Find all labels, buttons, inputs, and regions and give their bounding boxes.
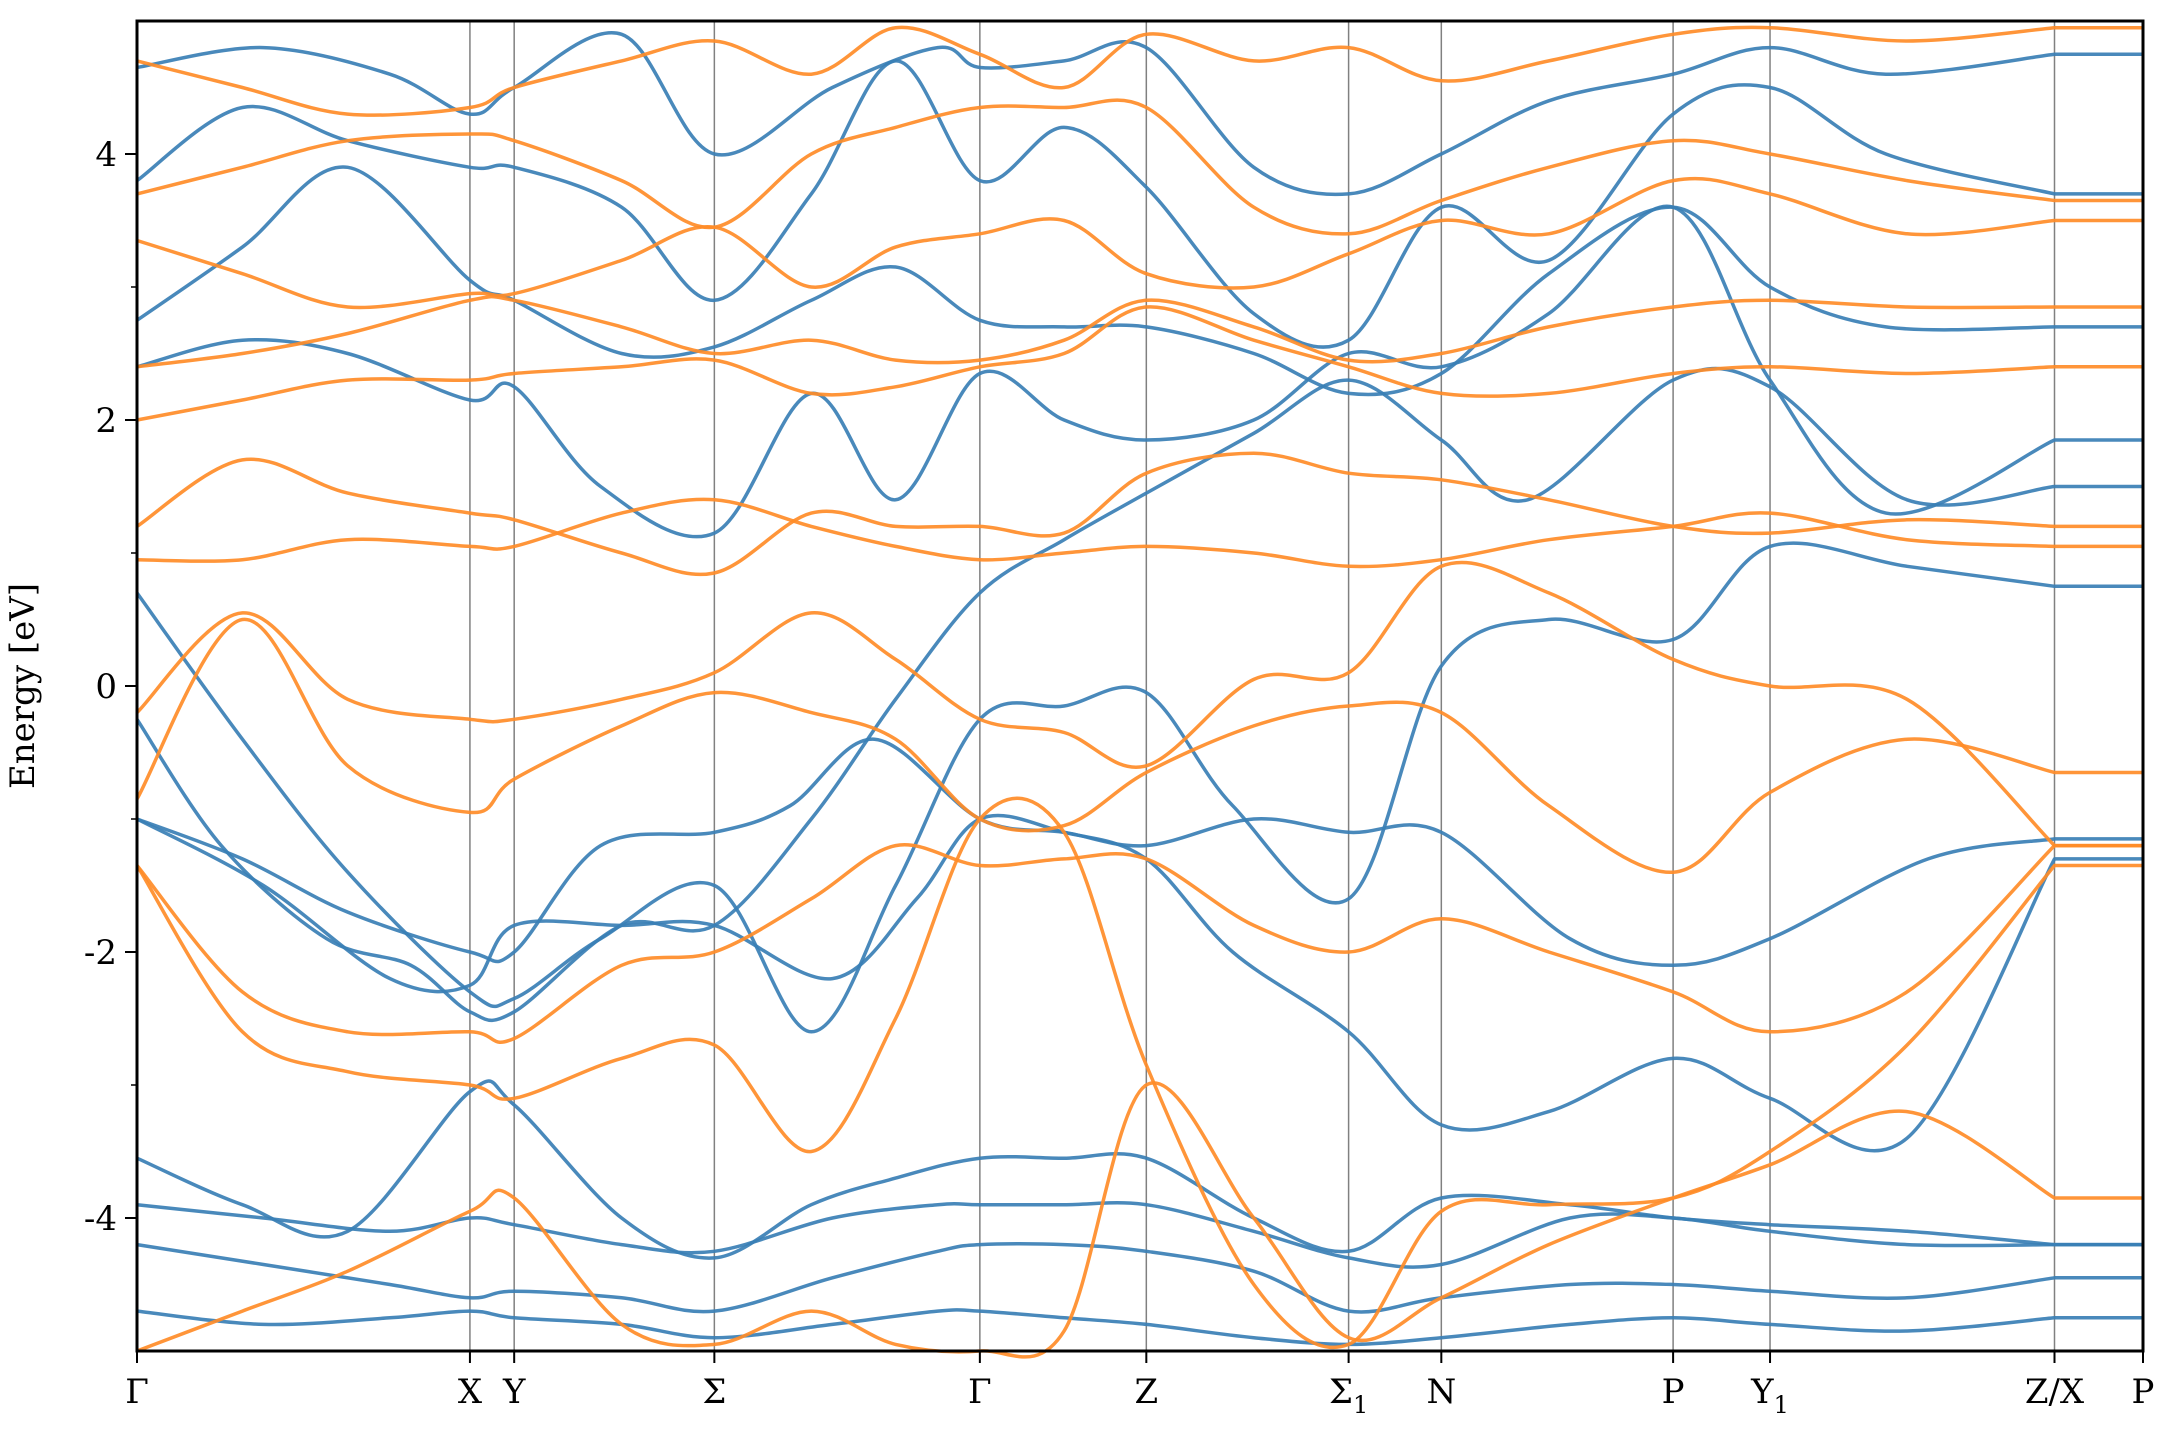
y-axis-ticks: 4 2 0 -2 -4 (84, 135, 137, 1239)
band-line-11 (136, 31, 2143, 197)
band-lines (135, 25, 2143, 1359)
band-line-1 (135, 366, 2143, 1022)
band-line-10 (135, 59, 2143, 349)
band-line-20 (136, 294, 2143, 369)
band-line-22 (136, 98, 2143, 236)
x-tick-label: Z/X (2025, 1372, 2085, 1412)
band-line-5 (136, 1201, 2143, 1269)
band-line-9 (136, 165, 2143, 397)
band-line-14 (135, 843, 2143, 1044)
x-tick-label: Σ (702, 1372, 726, 1412)
band-line-23 (136, 25, 2143, 117)
x-tick-label: Γ (968, 1372, 992, 1412)
y-tick-label: 0 (95, 667, 117, 707)
x-tick-label: Y (502, 1372, 526, 1412)
band-line-12 (135, 617, 2143, 874)
x-tick-label: Γ (125, 1372, 149, 1412)
band-line-21 (136, 176, 2143, 310)
band-line-16 (136, 1081, 2143, 1359)
y-tick-label: 2 (95, 401, 117, 441)
y-tick-label: -2 (84, 933, 117, 973)
x-tick-label: P (2132, 1372, 2155, 1412)
band-line-0 (135, 541, 2143, 1034)
x-tick-label: Σ1 (1329, 1372, 1368, 1419)
x-tick-label: N (1426, 1372, 1456, 1412)
x-tick-label: X (458, 1372, 483, 1412)
x-tick-label: Z (1135, 1372, 1159, 1412)
y-tick-label: -4 (84, 1199, 117, 1239)
band-line-13 (135, 560, 2143, 848)
band-line-6 (136, 1242, 2143, 1314)
band-line-8 (136, 204, 2143, 539)
x-tick-label: P (1662, 1372, 1685, 1412)
x-axis-ticks: Γ X Y Σ Γ Z Σ1 N P Y1 Z/X P (125, 1351, 2154, 1419)
band-line-18 (136, 451, 2143, 577)
band-line-19 (136, 305, 2143, 422)
band-line-17 (136, 497, 2143, 569)
band-line-7 (136, 1308, 2143, 1347)
high-symmetry-lines (469, 21, 2056, 1351)
x-tick-label: Y1 (1750, 1372, 1789, 1419)
y-axis-label: Energy [eV] (3, 583, 43, 789)
y-tick-label: 4 (95, 135, 117, 175)
